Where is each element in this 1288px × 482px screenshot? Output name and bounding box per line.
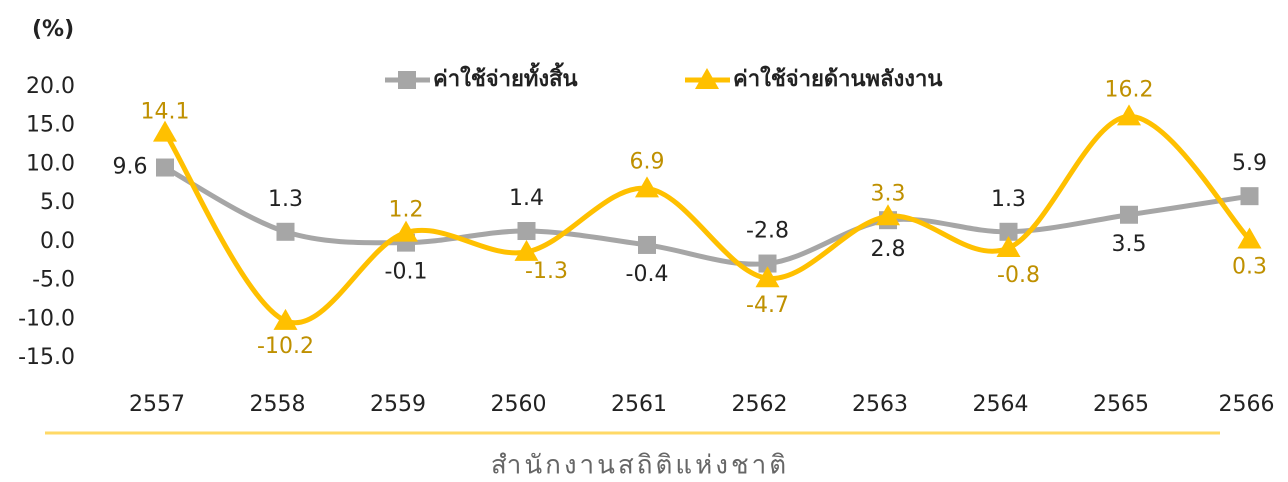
- y-tick-label: -5.0: [32, 268, 75, 293]
- data-label: 6.9: [630, 149, 665, 174]
- marker: [1237, 227, 1262, 249]
- data-label: 3.3: [871, 181, 906, 206]
- data-label: -4.7: [746, 293, 789, 318]
- data-label: 3.5: [1112, 232, 1147, 257]
- data-label: 1.2: [389, 198, 424, 223]
- marker: [1120, 205, 1138, 224]
- y-tick-label: 5.0: [40, 190, 75, 215]
- data-label: -10.2: [257, 334, 314, 359]
- x-tick-label: 2560: [491, 392, 547, 417]
- x-tick-label: 2564: [973, 392, 1029, 417]
- y-tick-label: 20.0: [26, 74, 75, 99]
- y-axis-label: (%): [32, 17, 74, 42]
- marker: [635, 176, 659, 198]
- marker: [1240, 187, 1259, 206]
- marker: [153, 120, 177, 142]
- x-tick-label: 2565: [1093, 392, 1149, 417]
- marker: [394, 220, 418, 242]
- marker: [1117, 104, 1141, 126]
- marker: [999, 222, 1018, 241]
- x-tick-label: 2563: [852, 392, 908, 417]
- y-tick-label: -10.0: [18, 306, 75, 331]
- x-tick-label: 2562: [732, 392, 788, 417]
- marker: [156, 158, 174, 177]
- marker: [695, 68, 719, 89]
- data-label: 1.4: [509, 186, 544, 211]
- marker: [514, 239, 539, 261]
- marker: [517, 222, 536, 241]
- marker: [398, 71, 416, 89]
- series-line: [162, 113, 1252, 326]
- marker: [638, 235, 656, 254]
- x-tick-label: 2557: [129, 392, 185, 417]
- data-label: 5.9: [1232, 151, 1267, 176]
- marker: [876, 204, 900, 226]
- data-label: -0.4: [626, 262, 669, 287]
- x-tick-label: 2558: [250, 392, 306, 417]
- x-tick-label: 2566: [1219, 392, 1275, 417]
- y-tick-label: 10.0: [26, 151, 75, 176]
- legend-label: ค่าใช้จ่ายทั้งสิ้น: [433, 62, 578, 92]
- data-label: -0.1: [385, 260, 428, 285]
- data-label: 1.3: [991, 187, 1026, 212]
- marker: [755, 266, 780, 288]
- marker: [276, 222, 295, 241]
- x-tick-label: 2559: [370, 392, 426, 417]
- data-label: 1.3: [268, 187, 303, 212]
- data-label: -2.8: [746, 219, 789, 244]
- data-label: 16.2: [1105, 77, 1154, 102]
- marker: [758, 254, 777, 273]
- x-tick-label: 2561: [611, 392, 667, 417]
- marker: [273, 308, 298, 330]
- series-line: [163, 165, 1250, 267]
- y-tick-label: 0.0: [40, 229, 75, 254]
- data-label: 14.1: [141, 100, 190, 125]
- data-label: -0.8: [997, 263, 1040, 288]
- y-tick-label: -15.0: [18, 345, 75, 370]
- footer: สำนักงานสถิติแห่งชาติ: [491, 451, 789, 481]
- marker: [996, 236, 1021, 258]
- y-tick-label: 15.0: [26, 113, 75, 138]
- data-label: 2.8: [871, 237, 906, 262]
- legend-label: ค่าใช้จ่ายด้านพลังงาน: [733, 65, 942, 92]
- data-label: 9.6: [113, 155, 148, 180]
- data-label: 0.3: [1232, 255, 1267, 280]
- data-label: -1.3: [525, 259, 568, 284]
